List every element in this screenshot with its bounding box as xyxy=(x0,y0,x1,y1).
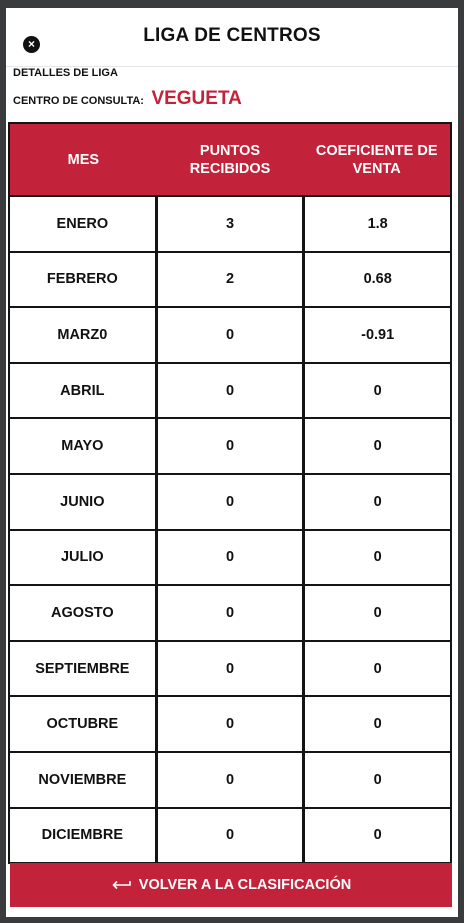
column-header-coeficiente: COEFICIENTE DE VENTA xyxy=(303,124,450,195)
table-row: ENERO 3 1.8 xyxy=(10,197,450,253)
cell-coefficient: 0 xyxy=(302,752,450,807)
cell-coefficient: 0 xyxy=(302,697,450,751)
cell-coefficient: 1.8 xyxy=(302,197,450,251)
cell-points: 2 xyxy=(154,252,303,307)
center-label: CENTRO DE CONSULTA: xyxy=(13,95,144,107)
table-row: OCTUBRE 0 0 xyxy=(10,697,450,753)
cell-points: 0 xyxy=(154,419,303,473)
table-row: MAYO 0 0 xyxy=(10,419,450,475)
cell-points: 0 xyxy=(154,586,303,640)
cell-month: OCTUBRE xyxy=(46,716,119,733)
table-row: NOVIEMBRE 0 0 xyxy=(10,752,450,809)
details-label: DETALLES DE LIGA xyxy=(13,67,118,79)
cell-month: MARZ0 xyxy=(57,326,108,343)
cell-coefficient: 0 xyxy=(302,363,450,418)
column-header-coeficiente-label: COEFICIENTE DE VENTA xyxy=(315,142,438,177)
cell-coefficient: 0 xyxy=(302,586,450,640)
cell-month: FEBRERO xyxy=(46,271,118,288)
column-header-mes: MES xyxy=(10,124,157,195)
cell-points: 0 xyxy=(154,474,303,529)
column-header-puntos: PUNTOS RECIBIDOS xyxy=(157,124,304,195)
page-title: LIGA DE CENTROS xyxy=(143,25,321,46)
modal-header: × LIGA DE CENTROS xyxy=(6,8,458,67)
table-row: MARZ0 0 -0.91 xyxy=(10,308,450,364)
cell-coefficient: -0.91 xyxy=(302,308,450,362)
column-header-mes-label: MES xyxy=(67,151,100,168)
cell-points: 0 xyxy=(154,641,303,696)
table-row: AGOSTO 0 0 xyxy=(10,586,450,642)
cell-month: ABRIL xyxy=(60,382,105,399)
cell-month: AGOSTO xyxy=(51,604,114,621)
table-body: ENERO 3 1.8 FEBRERO 2 0.68 MARZ0 0 -0.91 ABRIL 0 0 M… xyxy=(10,197,450,863)
cell-coefficient: 0 xyxy=(302,419,450,473)
cell-points: 3 xyxy=(154,197,303,251)
column-header-puntos-label: PUNTOS RECIBIDOS xyxy=(189,142,271,177)
close-icon[interactable]: × xyxy=(23,36,40,53)
back-button-label: VOLVER A LA CLASIFICACIÓN xyxy=(138,877,352,893)
cell-coefficient: 0 xyxy=(302,530,450,585)
table-row: JUNIO 0 0 xyxy=(10,474,450,531)
cell-points: 0 xyxy=(154,530,303,585)
cell-coefficient: 0 xyxy=(302,474,450,529)
table-row: FEBRERO 2 0.68 xyxy=(10,252,450,309)
table-row: SEPTIEMBRE 0 0 xyxy=(10,641,450,698)
cell-points: 0 xyxy=(154,308,303,362)
cell-month: DICIEMBRE xyxy=(41,827,124,844)
cell-month: JUNIO xyxy=(60,493,105,510)
cell-month: JULIO xyxy=(60,549,104,566)
cell-points: 0 xyxy=(154,697,303,751)
return-arrow-icon xyxy=(112,880,131,890)
cell-month: SEPTIEMBRE xyxy=(35,660,130,677)
cell-month: ENERO xyxy=(56,215,109,232)
cell-coefficient: 0 xyxy=(302,808,450,863)
cell-month: NOVIEMBRE xyxy=(38,771,127,788)
center-value: VEGUETA xyxy=(151,88,242,109)
cell-points: 0 xyxy=(154,808,303,863)
table-header: MES PUNTOS RECIBIDOS COEFICIENTE DE VENT… xyxy=(10,124,450,197)
back-to-ranking-button[interactable]: VOLVER A LA CLASIFICACIÓN xyxy=(10,863,452,907)
cell-month: MAYO xyxy=(61,438,104,455)
cell-coefficient: 0.68 xyxy=(302,252,450,307)
cell-coefficient: 0 xyxy=(302,641,450,696)
cell-points: 0 xyxy=(154,752,303,807)
cell-points: 0 xyxy=(154,363,303,418)
table-row: DICIEMBRE 0 0 xyxy=(10,808,450,863)
monthly-table: MES PUNTOS RECIBIDOS COEFICIENTE DE VENT… xyxy=(8,122,452,865)
center-line: CENTRO DE CONSULTA: VEGUETA xyxy=(13,88,242,110)
table-row: ABRIL 0 0 xyxy=(10,363,450,420)
league-details-modal: × LIGA DE CENTROS DETALLES DE LIGA CENTR… xyxy=(6,8,458,917)
table-row: JULIO 0 0 xyxy=(10,530,450,587)
